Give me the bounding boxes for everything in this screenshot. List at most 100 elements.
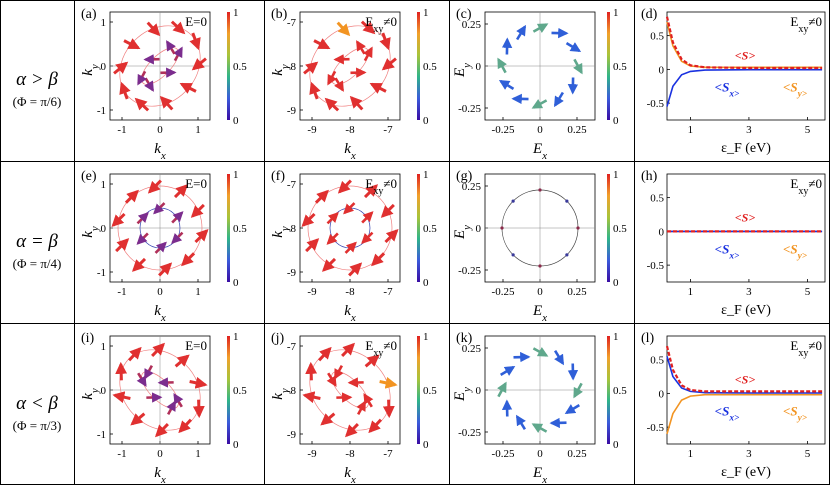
spin-arrow xyxy=(309,81,321,100)
y-tick-label: -7 xyxy=(287,179,297,191)
panel-b: (b) -9 -8 -7 -7 -8 -9 kx ky 1 0.5 0 Exy≠0 xyxy=(270,7,437,162)
x-tick-label: -0.25 xyxy=(492,124,515,136)
x-tick-label: -8 xyxy=(345,124,355,136)
row-label-2: α = β xyxy=(16,231,58,252)
spin-arrow xyxy=(190,203,205,218)
spin-arrow xyxy=(134,97,150,112)
spin-arrow xyxy=(379,32,391,51)
panel-tag: (f) xyxy=(271,169,285,184)
spin-arrow xyxy=(380,203,395,218)
y-tick-label: 1 xyxy=(101,179,107,191)
panel-condition: Exy≠0 xyxy=(790,338,822,359)
colorbar-tick: 0 xyxy=(423,277,429,289)
energy-point xyxy=(500,226,504,230)
panel-tag: (l) xyxy=(641,331,655,346)
y-tick-label: -7 xyxy=(287,17,297,29)
series-label-Sx: <Sx> xyxy=(715,403,740,423)
y-tick-label: -0.5 xyxy=(647,98,665,110)
y-tick-label: -9 xyxy=(287,267,297,279)
colorbar-tick: 1 xyxy=(613,169,619,181)
panel-condition: Exy≠0 xyxy=(365,14,397,35)
y-tick-label: -9 xyxy=(287,429,297,441)
x-tick-label: 1 xyxy=(688,448,694,460)
energy-point xyxy=(538,264,542,268)
spin-arrow xyxy=(344,423,359,438)
spin-arrow xyxy=(178,418,192,434)
y-tick-label: 0 xyxy=(476,61,482,73)
spin-arrow xyxy=(115,361,128,381)
y-axis-label: Ey xyxy=(452,225,473,240)
spin-arrow xyxy=(192,399,205,419)
y-tick-label: -7 xyxy=(287,341,297,353)
spin-arrow xyxy=(361,211,374,224)
panel-tag: (c) xyxy=(456,7,472,22)
colorbar xyxy=(417,12,420,120)
series-label-Sx: <Sx> xyxy=(715,79,740,99)
x-tick-label: 3 xyxy=(746,448,752,460)
spin-arrow xyxy=(324,97,340,112)
x-axis-label: kx xyxy=(154,303,166,324)
x-axis-label: Ex xyxy=(532,465,547,485)
y-axis-label: ky xyxy=(270,226,291,238)
y-tick-label: -1 xyxy=(97,105,106,117)
y-axis-label: Ey xyxy=(452,387,473,402)
x-tick-label: -8 xyxy=(345,286,355,298)
spin-arrow xyxy=(356,40,366,55)
spin-arrow xyxy=(321,257,337,272)
panel-d: (d) 1 3 5 0.5 0 -0.5 ε_F (eV) <S> <Sx> <Sy> Exy≠0 xyxy=(641,7,826,156)
y-axis-label: ky xyxy=(80,388,101,400)
spin-arrow xyxy=(343,202,356,215)
panel-g: (g) -0.25 0 0.25 0.25 0 -0.25 Ex Ey 1 0.5 0 xyxy=(452,169,627,324)
colorbar xyxy=(607,12,610,120)
spin-arrow xyxy=(154,423,169,438)
panel-condition: Exy≠0 xyxy=(365,176,397,197)
spin-arrow xyxy=(336,21,351,37)
colorbar xyxy=(227,336,230,444)
colorbar-tick: 1 xyxy=(613,7,619,19)
row-label-3: α < β xyxy=(16,393,58,414)
spin-arrow xyxy=(123,38,141,50)
x-tick-label: -9 xyxy=(307,448,317,460)
y-tick-label: -8 xyxy=(287,385,297,397)
colorbar-tick: 1 xyxy=(233,7,239,19)
spin-arrow xyxy=(137,70,147,86)
spin-arrow xyxy=(326,372,337,387)
spin-arrow xyxy=(171,211,184,224)
x-tick-label: 5 xyxy=(805,124,811,136)
spin-arrow xyxy=(174,354,190,368)
panel-e: (e) -1 0 1 1 0 -1 kx ky 1 0.5 0 E=0 xyxy=(80,169,247,324)
colorbar-tick: 0 xyxy=(233,115,239,127)
x-tick-label: 5 xyxy=(805,286,811,298)
x-axis-label: ε_F (eV) xyxy=(721,465,771,480)
spin-arrow xyxy=(360,20,376,35)
spin-arrow xyxy=(179,82,197,94)
spin-arrow xyxy=(113,61,129,75)
x-tick-label: 1 xyxy=(195,124,201,136)
panel-tag: (h) xyxy=(641,169,658,184)
spin-arrow xyxy=(326,211,339,225)
x-tick-label: 0 xyxy=(537,124,543,136)
spin-arrow xyxy=(154,241,167,254)
colorbar-tick: 0.5 xyxy=(613,385,627,397)
colorbar-tick: 1 xyxy=(423,7,429,19)
x-tick-label: 5 xyxy=(805,448,811,460)
plot-frame xyxy=(666,11,826,121)
y-tick-label: 0.25 xyxy=(462,181,482,193)
y-tick-label: -0.5 xyxy=(647,260,665,272)
y-tick-label: 0 xyxy=(476,385,482,397)
spin-arrow xyxy=(318,346,332,362)
spin-arrow xyxy=(564,403,580,415)
x-tick-label: 0.25 xyxy=(567,124,587,136)
spin-arrow xyxy=(497,381,507,398)
spin-arrow xyxy=(130,412,146,426)
x-tick-label: 3 xyxy=(746,286,752,298)
spin-arrow xyxy=(320,412,336,426)
spin-arrow xyxy=(305,238,320,253)
spin-arrow xyxy=(112,391,131,404)
panel-tag: (b) xyxy=(271,7,288,22)
colorbar-tick: 0 xyxy=(423,439,429,451)
spin-arrow xyxy=(171,231,184,245)
spin-arrow xyxy=(363,184,379,199)
y-tick-label: -0.25 xyxy=(458,265,481,277)
spin-arrow xyxy=(369,82,387,94)
